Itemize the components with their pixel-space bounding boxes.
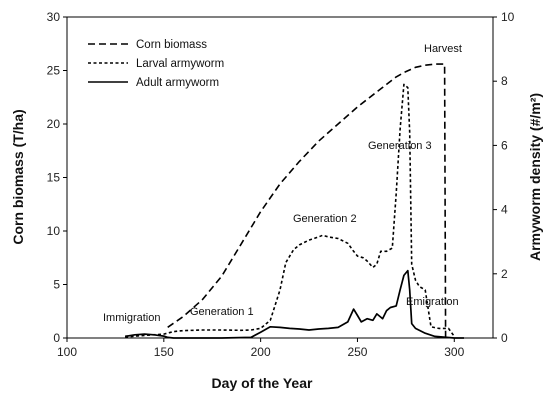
- y-left-tick-label: 30: [47, 10, 61, 24]
- x-axis-title: Day of the Year: [212, 375, 313, 391]
- y-left-tick-label: 15: [47, 171, 61, 185]
- y-right-tick-label: 0: [501, 331, 508, 345]
- annotation-generation-3: Generation 3: [368, 140, 432, 152]
- y-left-tick-label: 5: [53, 278, 60, 292]
- y-left-tick-label: 10: [47, 224, 61, 238]
- series-lines: [124, 63, 464, 339]
- x-tick-label: 150: [154, 345, 174, 359]
- y-left-tick-label: 25: [47, 64, 61, 78]
- legend-label-larval-armyworm: Larval armyworm: [136, 58, 224, 70]
- tick-marks: [63, 16, 497, 342]
- annotation-immigration: Immigration: [103, 312, 160, 324]
- series-line-larval-armyworm: [125, 83, 455, 338]
- y-right-tick-label: 10: [501, 10, 515, 24]
- legend: Corn biomass Larval armyworm Adult armyw…: [88, 39, 224, 89]
- y-left-tick-label: 0: [53, 331, 60, 345]
- annotation-generation-1: Generation 1: [190, 306, 254, 318]
- annotation-generation-2: Generation 2: [293, 213, 357, 225]
- annotation-harvest: Harvest: [424, 43, 462, 55]
- x-tick-label: 200: [251, 345, 271, 359]
- series-line-adult-armyworm: [124, 269, 464, 339]
- y-right-tick-label: 4: [501, 203, 508, 217]
- y-left-axis-title: Corn biomass (T/ha): [10, 109, 26, 244]
- y-right-tick-labels: 0 2 4 6 8 10: [501, 10, 515, 345]
- y-right-axis-title: Armyworm density (#/m²): [527, 93, 543, 261]
- annotation-emigration: Emigration: [406, 296, 459, 308]
- x-tick-label: 100: [57, 345, 77, 359]
- series-line-corn-biomass: [167, 63, 447, 339]
- x-tick-label: 300: [444, 345, 464, 359]
- y-right-tick-label: 2: [501, 267, 508, 281]
- y-right-tick-label: 6: [501, 138, 508, 152]
- y-left-tick-label: 20: [47, 117, 61, 131]
- x-tick-labels: 100 150 200 250 300: [57, 345, 465, 359]
- y-left-tick-labels: 0 5 10 15 20 25 30: [47, 10, 61, 345]
- legend-label-corn-biomass: Corn biomass: [136, 39, 207, 51]
- legend-label-adult-armyworm: Adult armyworm: [136, 77, 219, 89]
- y-right-tick-label: 8: [501, 74, 508, 88]
- x-tick-label: 250: [347, 345, 367, 359]
